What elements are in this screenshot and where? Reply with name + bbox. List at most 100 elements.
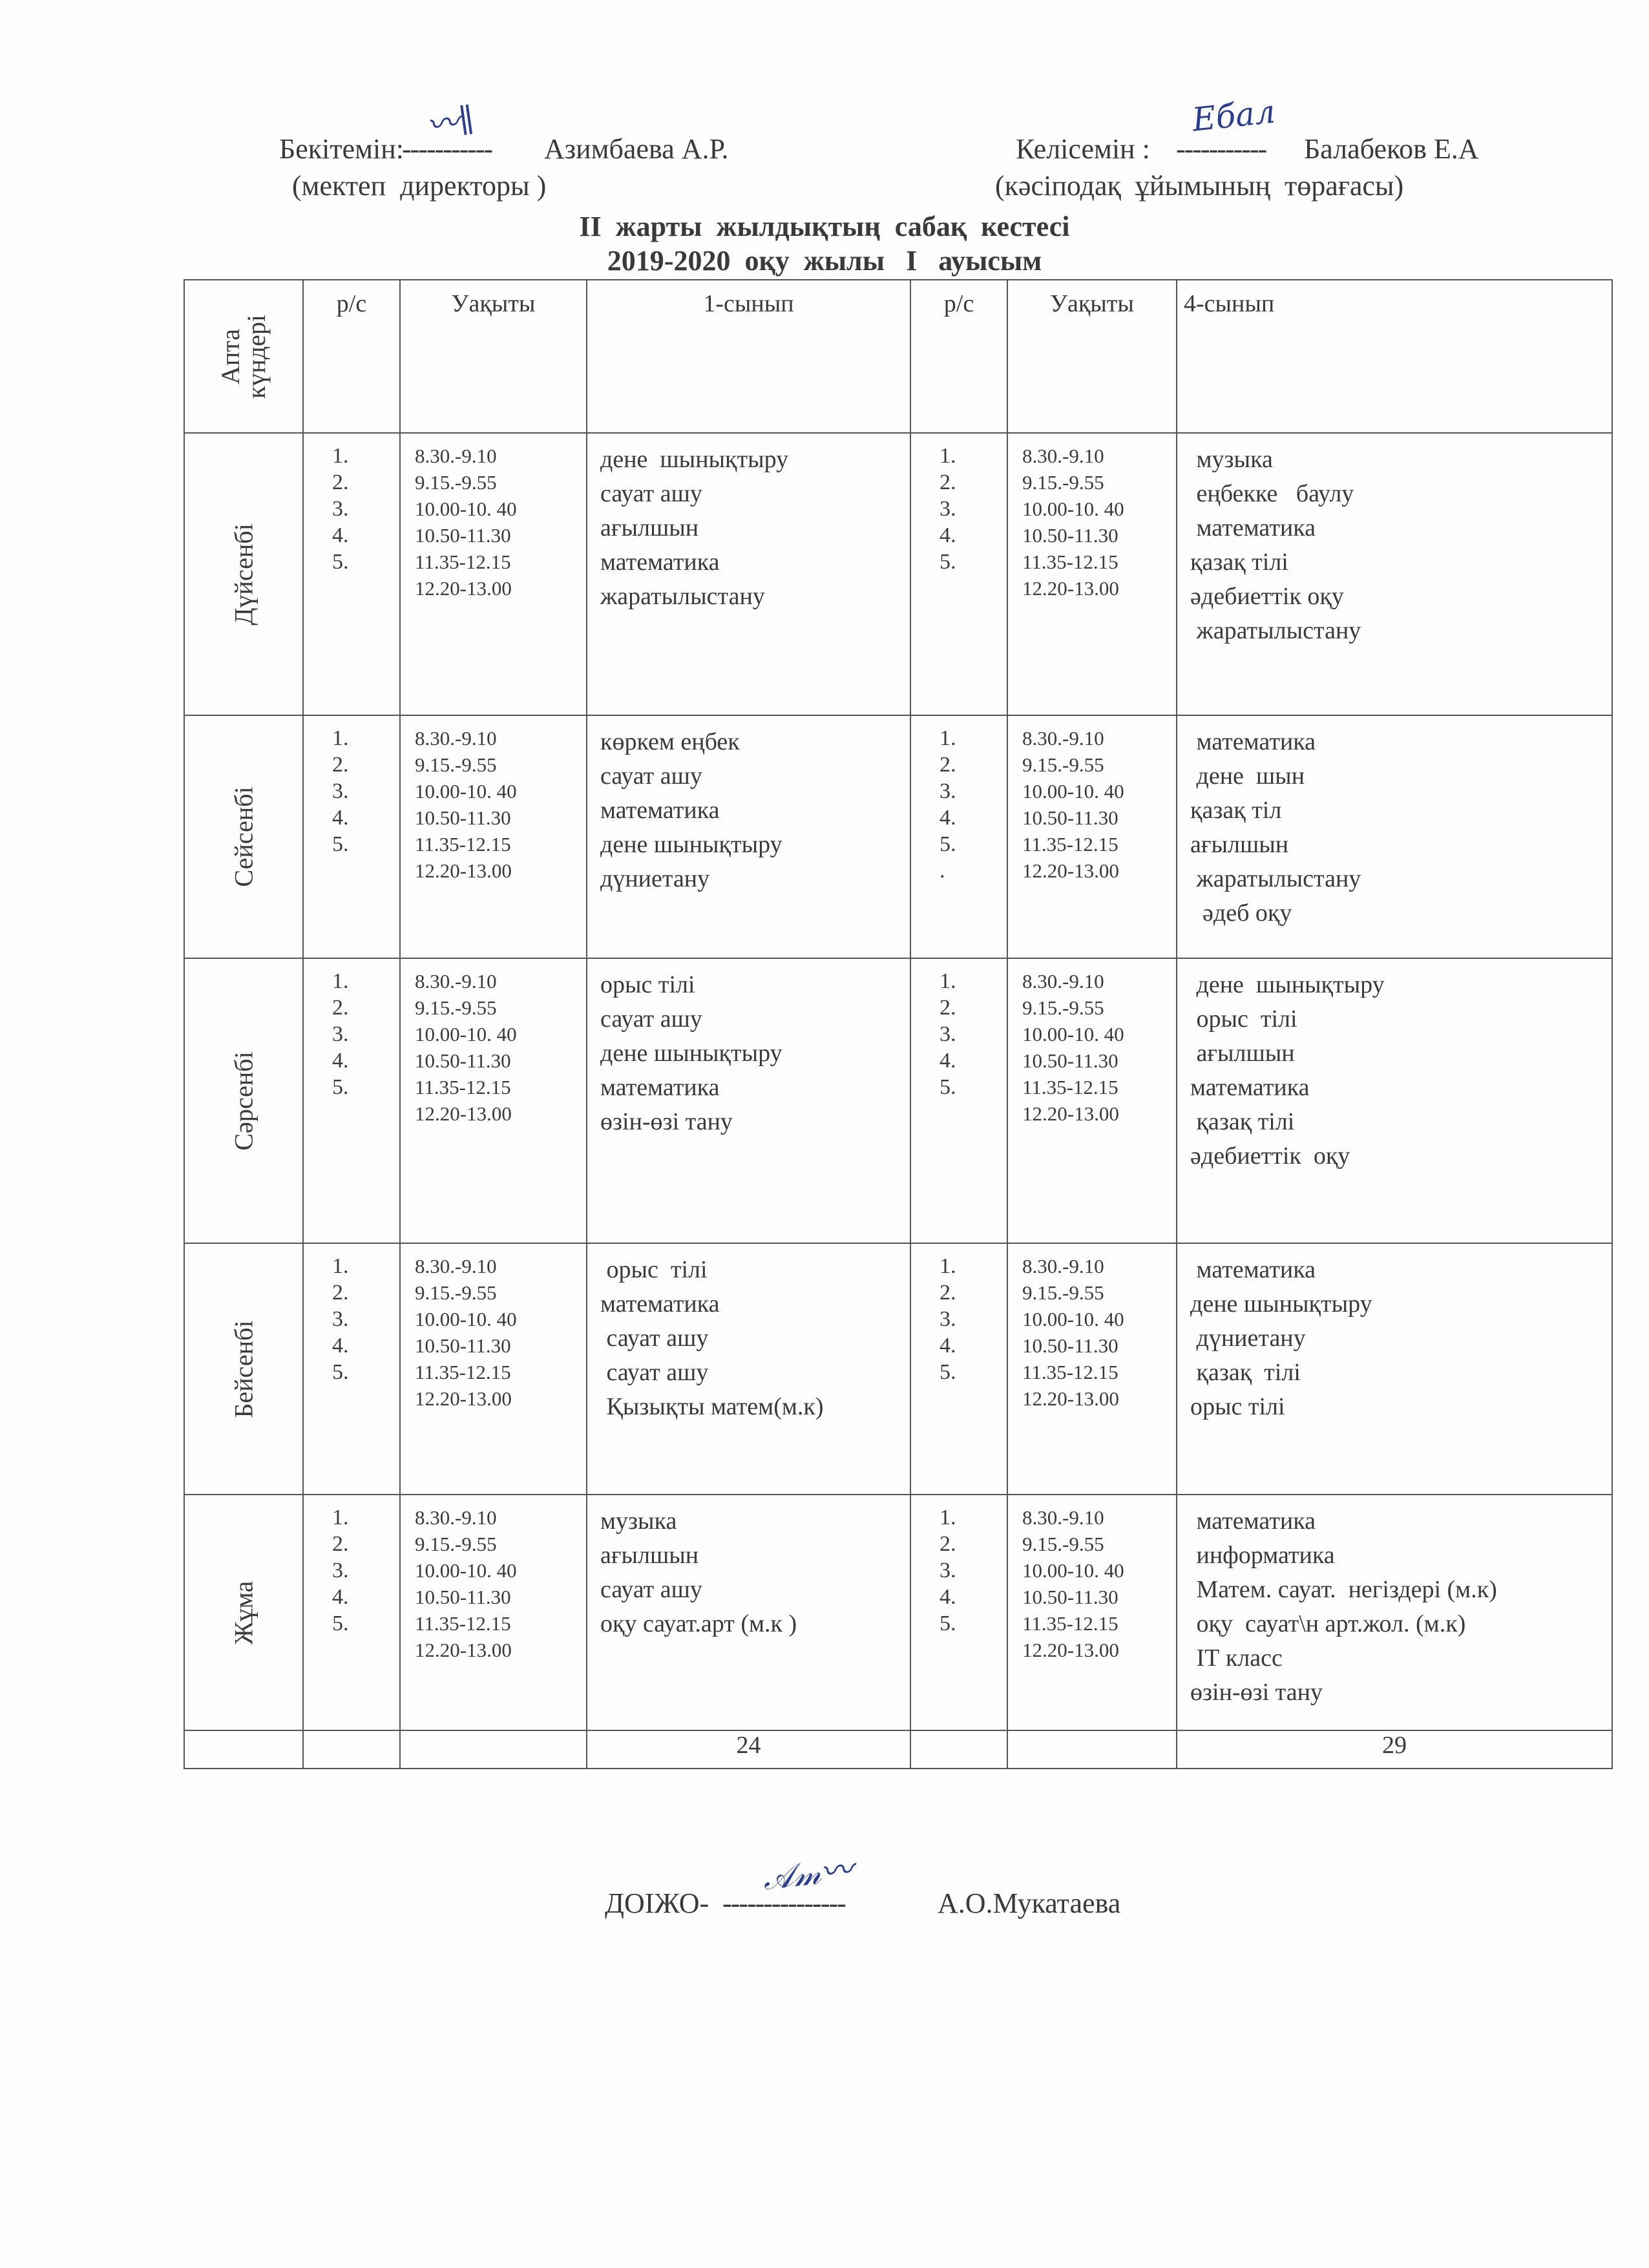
schedule-table: Апта күндері р/с Уақыты 1-сынып р/с Уақы… [184, 279, 1613, 1769]
lesson-times-1-item: 11.35-12.15 [415, 1076, 511, 1098]
class4-subjects-item: музыка [1190, 446, 1273, 473]
class4-subjects-item: математика [1190, 1507, 1316, 1535]
lesson-numbers-2-item: 3. [940, 779, 956, 803]
day-row: Жұма 1. 2. 3. 4. 5. 8.30.-9.10 9.15.-9.55 10.00-… [184, 1494, 1613, 1731]
class1-subjects-item: өзін-өзі тану [600, 1108, 733, 1135]
lesson-times-1-item: 8.30.-9.10 [415, 1255, 497, 1277]
agree-label: Келісемін : [1016, 133, 1150, 165]
class4-subjects-item: ІТ класс [1190, 1644, 1283, 1672]
footer-dots: --------------- [722, 1887, 846, 1919]
lesson-numbers-1-item: 3. [332, 1022, 349, 1046]
class1-subjects-item: математика [600, 549, 720, 576]
lesson-numbers-2-item: 2. [940, 996, 956, 1020]
lesson-times-2-item: 9.15.-9.55 [1022, 471, 1104, 494]
header-class2: 4-сынып [1176, 279, 1613, 434]
lesson-times-1-item: 9.15.-9.55 [415, 996, 497, 1019]
lesson-numbers-2-item: 4. [940, 806, 956, 830]
day-name-cell: Жұма [184, 1494, 304, 1731]
class4-subjects: математика дене шын қазақ тіл ағылшын жара… [1176, 715, 1613, 959]
class1-subjects-item: жаратылыстану [600, 583, 765, 610]
lesson-numbers-1-item: 4. [332, 1049, 349, 1073]
class4-subjects: дене шынықтыру орыс тілі ағылшын математи… [1176, 958, 1613, 1244]
lesson-numbers-1-item: 5. [332, 1612, 349, 1635]
lesson-times-2-item: 12.20-13.00 [1022, 859, 1119, 882]
lesson-numbers-2-item: 4. [940, 1049, 956, 1073]
class4-subjects-item: әдебиеттік оқу [1190, 1142, 1350, 1170]
day-name: Сәрсенбі [229, 1051, 258, 1151]
lesson-times-1-item: 10.00-10. 40 [415, 1023, 517, 1045]
class4-subjects-item: оқу сауат\н арт.жол. (м.к) [1190, 1610, 1466, 1637]
lesson-times-1-item: 10.00-10. 40 [415, 1308, 517, 1330]
lesson-times-1-item: 11.35-12.15 [415, 1361, 511, 1383]
class4-subjects-item: қазақ тіл [1190, 797, 1282, 824]
class1-subjects-item: математика [600, 1290, 720, 1318]
class1-subjects-item: сауат ашу [600, 1576, 702, 1603]
agree-role: (кәсіподақ ұйымының төрағасы) [995, 170, 1404, 202]
lesson-times-1-item: 9.15.-9.55 [415, 471, 497, 494]
class4-subjects-item: ағылшын [1190, 831, 1289, 858]
lesson-numbers-1-item: 1. [332, 1506, 349, 1529]
day-name-cell: Бейсенбі [184, 1243, 304, 1495]
class1-subjects: музыка ағылшын сауат ашу оқу сауат.арт (м.к… [586, 1494, 911, 1731]
lesson-times-2-item: 10.00-10. 40 [1022, 1559, 1124, 1582]
class1-subjects: орыс тілі сауат ашу дене шынықтыру математи… [586, 958, 911, 1244]
class4-subjects-item: дене шынықтыру [1190, 971, 1385, 998]
lesson-times-2-item: 10.00-10. 40 [1022, 498, 1124, 520]
class4-subjects-item: өзін-өзі тану [1190, 1679, 1323, 1706]
class1-subjects-item: математика [600, 1074, 720, 1101]
lesson-times-1-item: 11.35-12.15 [415, 833, 511, 856]
day-row: Бейсенбі 1. 2. 3. 4. 5. 8.30.-9.10 9.15.-9.55 10… [184, 1243, 1613, 1495]
lesson-times-1-item: 9.15.-9.55 [415, 753, 497, 776]
lesson-times-1-item: 12.20-13.00 [415, 1387, 512, 1410]
lesson-numbers-1-item: 3. [332, 497, 349, 521]
lesson-times-1-item: 10.00-10. 40 [415, 1559, 517, 1582]
class4-subjects-item: математика [1190, 728, 1316, 755]
lesson-times-1: 8.30.-9.10 9.15.-9.55 10.00-10. 40 10.50-11… [399, 715, 587, 959]
class4-subjects: математика информатика Матем. сауат. нег… [1176, 1494, 1613, 1731]
class1-subjects-item: сауат ашу [600, 480, 702, 507]
class4-subjects-item: жаратылыстану [1190, 617, 1361, 644]
class1-subjects-item: оқу сауат.арт (м.к ) [600, 1610, 797, 1637]
class1-subjects-item: Қызықты матем(м.к) [600, 1393, 824, 1420]
lesson-numbers-2: 1. 2. 3. 4. 5.. [910, 715, 1008, 959]
lesson-numbers-2-item: 3. [940, 1559, 956, 1582]
class1-subjects-item: дене шынықтыру [600, 446, 789, 473]
class4-subjects-item: қазақ тілі [1190, 1359, 1301, 1386]
lesson-numbers-1-item: 2. [332, 996, 349, 1020]
lesson-times-2-item: 10.00-10. 40 [1022, 1023, 1124, 1045]
lesson-numbers-2-item: 1. [940, 726, 956, 750]
lesson-times-1-item: 12.20-13.00 [415, 859, 512, 882]
lesson-times-1-item: 10.50-11.30 [415, 1334, 511, 1357]
title-line1: ІІ жарты жылдықтың сабақ кестесі [579, 211, 1070, 242]
class1-subjects-item: ағылшын [600, 514, 699, 541]
class4-subjects-item: математика [1190, 514, 1316, 541]
lesson-times-2-item: 8.30.-9.10 [1022, 970, 1104, 992]
class4-subjects-item: математика [1190, 1074, 1310, 1101]
class4-subjects-item: дене шынықтыру [1190, 1290, 1372, 1318]
lesson-numbers-1-item: 2. [332, 753, 349, 777]
lesson-numbers-2-item: 2. [940, 1532, 956, 1556]
agree-name: Балабеков Е.А [1304, 133, 1479, 165]
class1-subjects: дене шынықтыру сауат ашу ағылшын математика… [586, 432, 911, 716]
lesson-numbers-1-item: 2. [332, 1532, 349, 1556]
class4-subjects-item: Матем. сауат. негіздері (м.к) [1190, 1576, 1497, 1603]
day-name: Жұма [229, 1580, 258, 1644]
lesson-numbers-2-item: 1. [940, 969, 956, 993]
lesson-times-1-item: 10.50-11.30 [415, 1049, 511, 1072]
lesson-numbers-1-item: 5. [332, 832, 349, 856]
header-time2: Уақыты [1007, 279, 1177, 434]
class1-subjects-item: дүниетану [600, 865, 710, 892]
class4-subjects-item: дүниетану [1190, 1325, 1306, 1352]
lesson-times-1-item: 12.20-13.00 [415, 577, 512, 600]
lesson-times-1-item: 8.30.-9.10 [415, 727, 497, 750]
lesson-times-2-item: 9.15.-9.55 [1022, 996, 1104, 1019]
lesson-numbers-1-item: 3. [332, 779, 349, 803]
lesson-times-1-item: 12.20-13.00 [415, 1639, 512, 1661]
lesson-numbers-2-item: 5. [940, 1075, 956, 1099]
lesson-times-1-item: 10.00-10. 40 [415, 498, 517, 520]
lesson-numbers-1-item: 5. [332, 1360, 349, 1384]
class1-subjects-item: сауат ашу [600, 1005, 702, 1033]
total-class1: 24 [586, 1730, 911, 1769]
lesson-times-2-item: 11.35-12.15 [1022, 551, 1119, 573]
